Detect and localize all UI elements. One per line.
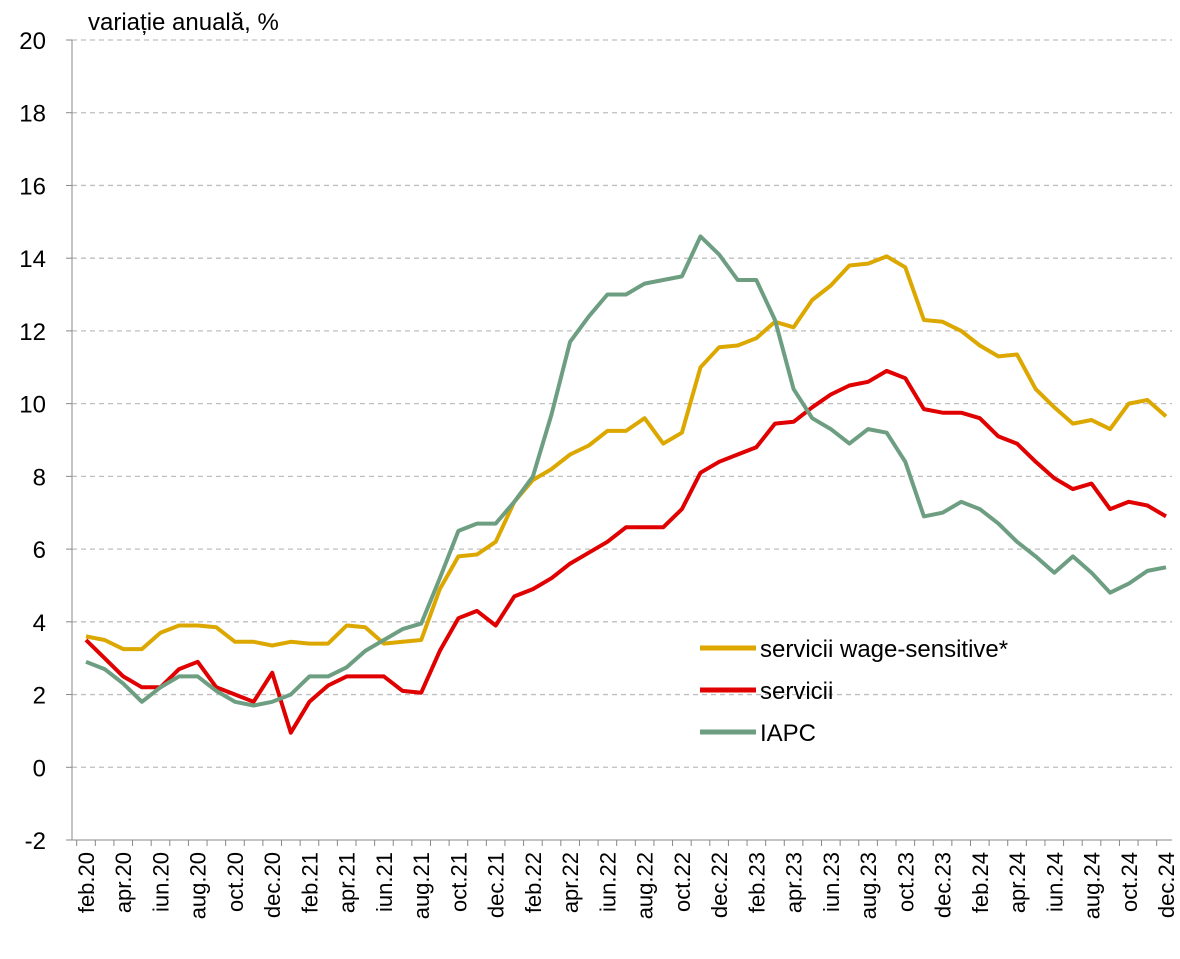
y-tick-label: 12 <box>19 319 46 346</box>
x-tick-label: feb.24 <box>968 852 993 913</box>
legend-label: IAPC <box>760 720 816 747</box>
y-tick-label: -2 <box>25 828 46 855</box>
x-tick-label: iun.24 <box>1042 852 1067 912</box>
x-tick-label: dec.24 <box>1154 852 1179 918</box>
x-tick-label: oct.24 <box>1117 852 1142 912</box>
series-line <box>84 368 1168 735</box>
x-tick-label: feb.22 <box>521 852 546 913</box>
x-tick-label: feb.20 <box>74 852 99 913</box>
legend-label: servicii <box>760 678 833 705</box>
x-tick-label: aug.20 <box>186 852 211 919</box>
x-tick-label: iun.23 <box>819 852 844 912</box>
x-tick-label: apr.22 <box>558 852 583 913</box>
x-tick-label: aug.23 <box>856 852 881 919</box>
x-tick-label: oct.22 <box>670 852 695 912</box>
y-tick-label: 20 <box>19 28 46 55</box>
legend-label: servicii wage-sensitive* <box>760 636 1008 663</box>
y-tick-label: 10 <box>19 392 46 419</box>
x-tick-label: dec.21 <box>484 852 509 918</box>
x-tick-label: aug.24 <box>1080 852 1105 919</box>
x-tick-label: oct.21 <box>446 852 471 912</box>
y-tick-label: 0 <box>33 755 46 782</box>
y-tick-label: 2 <box>33 683 46 710</box>
x-tick-label: dec.20 <box>260 852 285 918</box>
x-tick-label: iun.20 <box>148 852 173 912</box>
x-tick-label: oct.20 <box>223 852 248 912</box>
y-axis-label: variație anuală, % <box>88 9 279 36</box>
x-tick-label: dec.22 <box>707 852 732 918</box>
y-tick-label: 14 <box>19 246 46 273</box>
x-tick-label: iun.22 <box>595 852 620 912</box>
x-tick-label: iun.21 <box>372 852 397 912</box>
x-tick-label: aug.22 <box>633 852 658 919</box>
y-tick-label: 18 <box>19 101 46 128</box>
x-tick-label: apr.24 <box>1005 852 1030 913</box>
x-tick-label: apr.20 <box>111 852 136 913</box>
x-tick-label: apr.21 <box>335 852 360 913</box>
x-tick-label: aug.21 <box>409 852 434 919</box>
y-tick-label: 16 <box>19 173 46 200</box>
series-line <box>85 234 1167 708</box>
y-tick-label: 6 <box>33 537 46 564</box>
x-tick-label: feb.21 <box>297 852 322 913</box>
y-tick-label: 8 <box>33 464 46 491</box>
x-tick-label: feb.23 <box>744 852 769 913</box>
x-tick-label: oct.23 <box>893 852 918 912</box>
x-tick-label: dec.23 <box>931 852 956 918</box>
series-line <box>85 254 1168 652</box>
x-tick-label: apr.23 <box>782 852 807 913</box>
y-tick-label: 4 <box>33 610 46 637</box>
